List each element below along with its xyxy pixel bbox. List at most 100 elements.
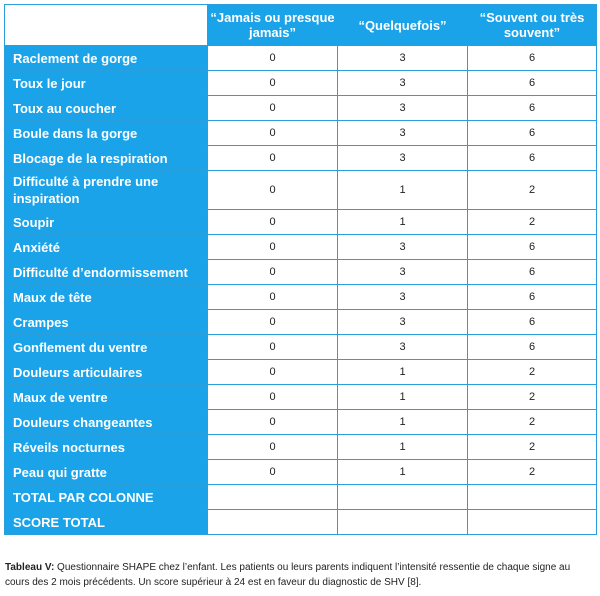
- table-row: Difficulté d’endormissement 0 3 6: [4, 259, 597, 285]
- table-row: Soupir 0 1 2: [4, 209, 597, 235]
- table-row: TOTAL PAR COLONNE: [4, 484, 597, 510]
- score-cell: 2: [467, 409, 597, 435]
- score-cell: 2: [467, 434, 597, 460]
- score-cell: 3: [337, 284, 468, 310]
- score-cell: [207, 484, 338, 510]
- score-cell: 1: [337, 384, 468, 410]
- table-row: Boule dans la gorge 0 3 6: [4, 120, 597, 146]
- row-label: Anxiété: [4, 234, 208, 260]
- score-cell: 6: [467, 145, 597, 171]
- header-row: “Jamais ou presque jamais” “Quelquefois”…: [4, 4, 597, 46]
- score-cell: 0: [207, 434, 338, 460]
- table-row: Blocage de la respiration 0 3 6: [4, 145, 597, 171]
- score-cell: 0: [207, 209, 338, 235]
- score-cell: 0: [207, 95, 338, 121]
- table-row: Peau qui gratte 0 1 2: [4, 459, 597, 485]
- row-label: Blocage de la respiration: [4, 145, 208, 171]
- score-cell: 0: [207, 459, 338, 485]
- score-cell: [467, 484, 597, 510]
- row-label: SCORE TOTAL: [4, 509, 208, 535]
- score-cell: 6: [467, 259, 597, 285]
- score-cell: 3: [337, 95, 468, 121]
- score-cell: [337, 484, 468, 510]
- row-label: Boule dans la gorge: [4, 120, 208, 146]
- table-row: Douleurs changeantes 0 1 2: [4, 409, 597, 435]
- score-cell: 0: [207, 45, 338, 71]
- score-cell: 2: [467, 359, 597, 385]
- row-label: Toux au coucher: [4, 95, 208, 121]
- score-cell: 6: [467, 284, 597, 310]
- shape-questionnaire-table: “Jamais ou presque jamais” “Quelquefois”…: [4, 4, 597, 535]
- table-row: Réveils nocturnes 0 1 2: [4, 434, 597, 460]
- score-cell: 0: [207, 309, 338, 335]
- table-row: Difficulté à prendre une inspiration 0 1 2: [4, 170, 597, 210]
- score-cell: 0: [207, 334, 338, 360]
- table-caption: Tableau V: Questionnaire SHAPE chez l’en…: [5, 560, 597, 590]
- score-cell: 3: [337, 70, 468, 96]
- score-cell: 2: [467, 384, 597, 410]
- score-cell: 2: [467, 170, 597, 210]
- table-row: SCORE TOTAL: [4, 509, 597, 535]
- score-cell: 1: [337, 170, 468, 210]
- table-row: Raclement de gorge 0 3 6: [4, 45, 597, 71]
- row-label: Difficulté d’endormissement: [4, 259, 208, 285]
- row-label: Soupir: [4, 209, 208, 235]
- row-label: Réveils nocturnes: [4, 434, 208, 460]
- score-cell: 3: [337, 45, 468, 71]
- table-row: Maux de ventre 0 1 2: [4, 384, 597, 410]
- caption-label: Tableau V:: [5, 562, 55, 573]
- table-body: Raclement de gorge 0 3 6 Toux le jour 0 3 6 Toux…: [4, 45, 597, 535]
- score-cell: 1: [337, 459, 468, 485]
- score-cell: 0: [207, 359, 338, 385]
- table-row: Crampes 0 3 6: [4, 309, 597, 335]
- score-cell: 2: [467, 459, 597, 485]
- score-cell: 3: [337, 145, 468, 171]
- score-cell: 1: [337, 409, 468, 435]
- row-label: Crampes: [4, 309, 208, 335]
- score-cell: 0: [207, 384, 338, 410]
- caption-text: Questionnaire SHAPE chez l’enfant. Les p…: [5, 562, 571, 588]
- score-cell: 3: [337, 120, 468, 146]
- score-cell: 1: [337, 359, 468, 385]
- score-cell: 0: [207, 234, 338, 260]
- table-row: Toux au coucher 0 3 6: [4, 95, 597, 121]
- score-cell: 3: [337, 259, 468, 285]
- score-cell: 1: [337, 434, 468, 460]
- row-label: Douleurs changeantes: [4, 409, 208, 435]
- row-label: Raclement de gorge: [4, 45, 208, 71]
- table-row: Gonflement du ventre 0 3 6: [4, 334, 597, 360]
- score-cell: [207, 509, 338, 535]
- score-cell: [337, 509, 468, 535]
- row-label: Douleurs articulaires: [4, 359, 208, 385]
- table-row: Anxiété 0 3 6: [4, 234, 597, 260]
- score-cell: 6: [467, 45, 597, 71]
- header-blank-cell: [4, 4, 208, 46]
- score-cell: 0: [207, 70, 338, 96]
- row-label: Gonflement du ventre: [4, 334, 208, 360]
- score-cell: 3: [337, 309, 468, 335]
- header-never: “Jamais ou presque jamais”: [207, 4, 338, 46]
- row-label: Toux le jour: [4, 70, 208, 96]
- score-cell: 0: [207, 259, 338, 285]
- row-label: Maux de ventre: [4, 384, 208, 410]
- header-sometimes: “Quelquefois”: [337, 4, 468, 46]
- score-cell: 0: [207, 120, 338, 146]
- table-row: Maux de tête 0 3 6: [4, 284, 597, 310]
- score-cell: 6: [467, 334, 597, 360]
- score-cell: 6: [467, 95, 597, 121]
- score-cell: 6: [467, 309, 597, 335]
- score-cell: 6: [467, 120, 597, 146]
- score-cell: 6: [467, 70, 597, 96]
- score-cell: 2: [467, 209, 597, 235]
- score-cell: 0: [207, 145, 338, 171]
- header-often: “Souvent ou très souvent”: [467, 4, 597, 46]
- row-label: Maux de tête: [4, 284, 208, 310]
- score-cell: 0: [207, 284, 338, 310]
- score-cell: 6: [467, 234, 597, 260]
- row-label: Peau qui gratte: [4, 459, 208, 485]
- score-cell: 3: [337, 334, 468, 360]
- score-cell: 0: [207, 170, 338, 210]
- table-row: Douleurs articulaires 0 1 2: [4, 359, 597, 385]
- table-header: “Jamais ou presque jamais” “Quelquefois”…: [4, 4, 597, 46]
